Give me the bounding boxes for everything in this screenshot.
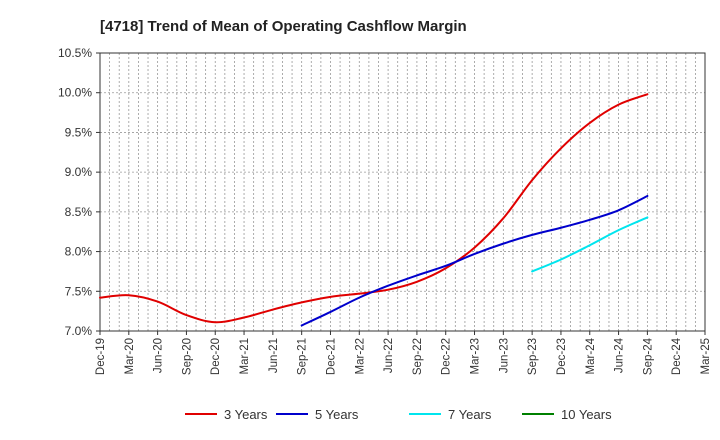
y-axis: 7.0% 7.5% 8.0% 8.5% 9.0% 9.5% 10.0% 10.5% [58, 46, 100, 338]
x-tick-label: Sep-24 [642, 337, 654, 375]
x-tick-label: Mar-21 [239, 338, 251, 374]
x-tick-label: Mar-22 [354, 338, 366, 374]
y-tick-label: 9.0% [65, 165, 93, 179]
series-line-7-years [531, 216, 649, 273]
y-tick-label: 10.5% [58, 46, 92, 60]
x-tick-label: Sep-20 [181, 338, 193, 375]
x-axis: Dec-19 Mar-20 Jun-20 Sep-20 Dec-20 Mar-21 Jun-… [95, 331, 712, 375]
x-tick-label: Jun-20 [153, 338, 165, 373]
series-line-3-years [99, 93, 649, 324]
y-tick-label: 8.0% [65, 245, 93, 259]
y-tick-label: 7.5% [65, 284, 93, 298]
x-tick-label: Sep-23 [527, 338, 539, 375]
x-tick-label: Mar-25 [700, 338, 712, 374]
legend-label-7-years: 7 Years [448, 407, 492, 422]
x-tick-label: Sep-22 [412, 338, 424, 375]
x-tick-label: Jun-21 [268, 338, 280, 373]
x-tick-label: Dec-19 [95, 338, 107, 375]
series-line-5-years [300, 194, 649, 327]
x-tick-label: Jun-22 [383, 338, 395, 373]
legend-label-5-years: 5 Years [315, 407, 359, 422]
x-tick-label: Mar-24 [585, 337, 597, 374]
x-tick-label: Mar-20 [124, 338, 136, 374]
chart-title: [4718] Trend of Mean of Operating Cashfl… [100, 18, 467, 35]
x-tick-label: Jun-23 [498, 338, 510, 373]
grid [99, 52, 706, 332]
plot-frame [99, 52, 706, 332]
x-tick-label: Dec-24 [671, 337, 683, 375]
x-tick-label: Dec-21 [325, 338, 337, 375]
x-tick-label: Mar-23 [470, 338, 482, 374]
series-group [99, 93, 649, 327]
x-tick-label: Dec-20 [210, 338, 222, 375]
x-tick-label: Sep-21 [297, 338, 309, 375]
legend: 3 Years 5 Years 7 Years 10 Years [185, 407, 612, 422]
legend-label-3-years: 3 Years [224, 407, 268, 422]
x-tick-label: Dec-22 [441, 338, 453, 375]
x-tick-label: Dec-23 [556, 338, 568, 375]
y-tick-label: 7.0% [65, 324, 93, 338]
y-tick-label: 9.5% [65, 125, 93, 139]
y-tick-label: 8.5% [65, 205, 93, 219]
legend-label-10-years: 10 Years [561, 407, 612, 422]
y-tick-label: 10.0% [58, 86, 92, 100]
x-tick-label: Jun-24 [614, 337, 626, 373]
